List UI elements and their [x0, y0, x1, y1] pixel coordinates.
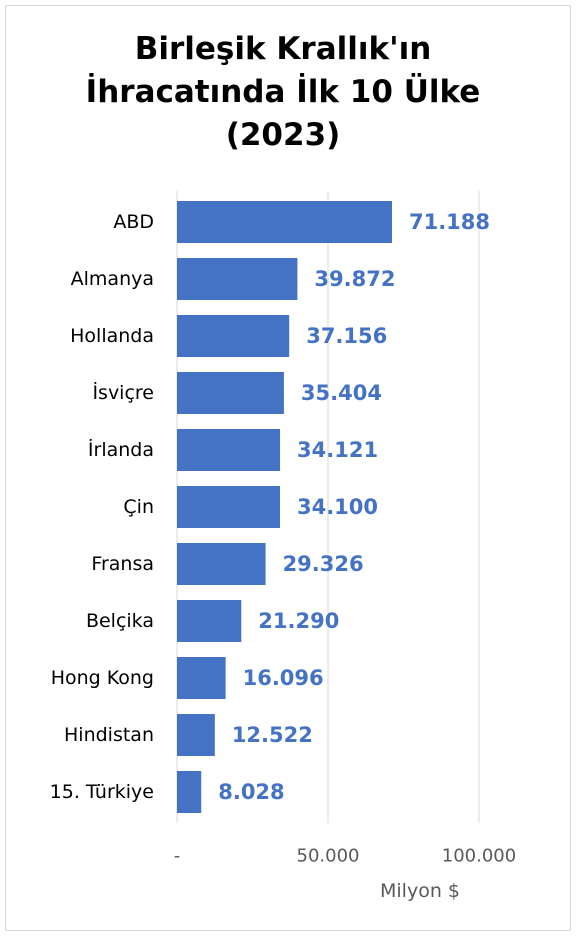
value-label-6: 29.326: [283, 552, 364, 576]
bar-0: [177, 201, 392, 243]
value-label-8: 16.096: [243, 666, 324, 690]
category-label-10: 15. Türkiye: [50, 781, 154, 803]
category-label-8: Hong Kong: [51, 667, 154, 689]
category-label-1: Almanya: [71, 268, 154, 290]
category-label-9: Hindistan: [64, 724, 154, 746]
x-tick-label-0: -: [174, 846, 181, 867]
bar-1: [177, 258, 298, 300]
bar-10: [177, 771, 202, 813]
category-label-2: Hollanda: [70, 325, 154, 347]
chart-title-line-3: (2023): [225, 117, 341, 153]
value-label-1: 39.872: [314, 267, 395, 291]
chart-title: Birleşik Krallık'ın İhracatında İlk 10 Ü…: [0, 28, 566, 157]
value-label-5: 34.100: [297, 495, 378, 519]
bar-6: [177, 543, 266, 585]
category-label-6: Fransa: [91, 553, 154, 575]
bar-8: [177, 657, 226, 699]
value-label-3: 35.404: [301, 381, 382, 405]
bar-4: [177, 429, 281, 471]
x-tick-label-1: 50.000: [297, 846, 360, 867]
x-tick-label-2: 100.000: [442, 846, 516, 867]
value-label-10: 8.028: [218, 780, 284, 804]
bar-7: [177, 600, 242, 642]
x-axis-title: Milyon $: [380, 880, 460, 902]
category-label-7: Belçika: [86, 610, 154, 632]
value-label-7: 21.290: [258, 609, 339, 633]
category-label-4: İrlanda: [88, 438, 154, 461]
value-label-4: 34.121: [297, 438, 378, 462]
value-label-2: 37.156: [306, 324, 387, 348]
value-label-9: 12.522: [232, 723, 313, 747]
chart-title-line-1: Birleşik Krallık'ın: [134, 31, 432, 67]
bar-9: [177, 714, 215, 756]
chart-frame: [5, 5, 571, 931]
bar-5: [177, 486, 280, 528]
bar-3: [177, 372, 284, 414]
chart-title-line-2: İhracatında İlk 10 Ülke: [85, 74, 481, 110]
category-label-3: İsviçre: [92, 381, 154, 404]
bar-2: [177, 315, 290, 357]
value-label-0: 71.188: [409, 210, 490, 234]
category-label-5: Çin: [123, 496, 154, 518]
category-label-0: ABD: [113, 211, 154, 233]
